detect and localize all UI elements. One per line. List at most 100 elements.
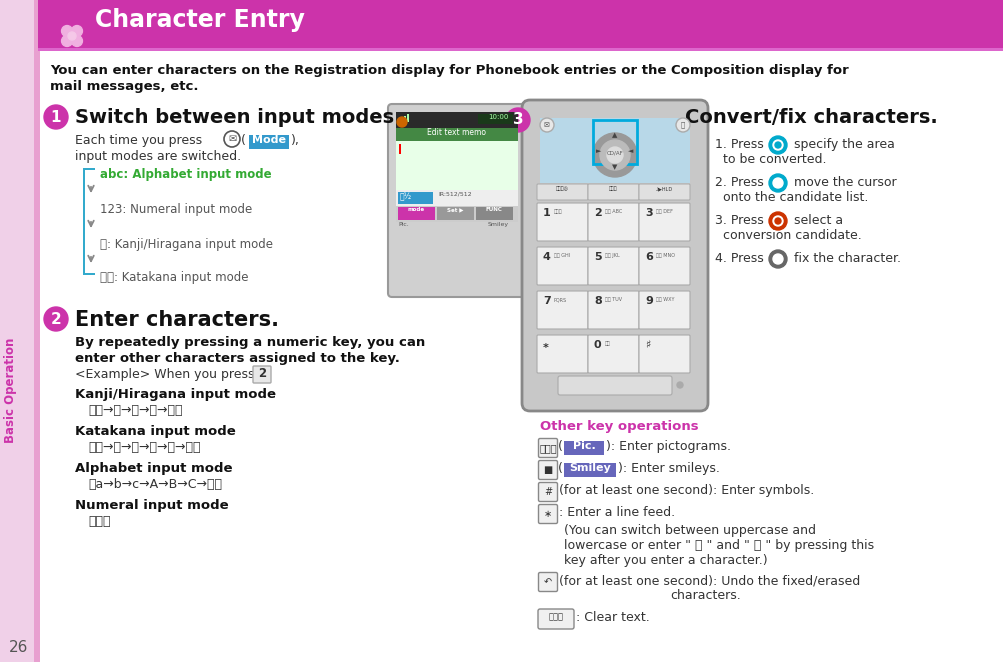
Text: (: (: [558, 462, 563, 475]
Circle shape: [44, 307, 68, 331]
Circle shape: [540, 118, 554, 132]
Bar: [400, 118, 402, 122]
Text: You can enter characters on the Registration display for Phonebook entries or th: You can enter characters on the Registra…: [50, 64, 848, 77]
FancyBboxPatch shape: [538, 609, 574, 629]
Text: 漢: Kanji/Hiragana input mode: 漢: Kanji/Hiragana input mode: [100, 238, 273, 251]
Text: CD/AF: CD/AF: [606, 150, 623, 156]
Text: ■: ■: [543, 465, 552, 475]
Bar: [397, 192, 432, 204]
Circle shape: [61, 36, 72, 46]
Text: 1: 1: [543, 208, 551, 218]
Text: ►: ►: [596, 148, 601, 154]
Bar: [398, 144, 400, 154]
Text: (: (: [558, 440, 563, 453]
Text: fix the character.: fix the character.: [789, 252, 900, 265]
Text: Kanji/Hiragana input mode: Kanji/Hiragana input mode: [75, 388, 276, 401]
Bar: [436, 207, 473, 220]
FancyBboxPatch shape: [538, 573, 557, 592]
Circle shape: [71, 26, 82, 36]
Text: 3. Press: 3. Press: [714, 214, 767, 227]
Text: 📷: 📷: [680, 122, 684, 128]
Bar: [475, 207, 513, 220]
FancyBboxPatch shape: [537, 247, 588, 285]
Text: 2. Press: 2. Press: [714, 176, 767, 189]
Circle shape: [774, 218, 780, 224]
Text: to be converted.: to be converted.: [722, 153, 825, 166]
Circle shape: [772, 140, 782, 150]
FancyBboxPatch shape: [588, 291, 638, 329]
Text: 9: 9: [644, 296, 652, 306]
Bar: [34, 0, 40, 662]
Text: 「a→b→c→A→B→C→２」: 「a→b→c→A→B→C→２」: [88, 478, 222, 491]
Text: (: (: [241, 134, 246, 147]
Circle shape: [768, 174, 786, 192]
Text: mail messages, etc.: mail messages, etc.: [50, 80, 199, 93]
Text: <Example> When you press: <Example> When you press: [75, 368, 258, 381]
FancyBboxPatch shape: [638, 291, 689, 329]
Text: わワ WXY: わワ WXY: [655, 297, 674, 302]
Text: 2: 2: [258, 367, 266, 380]
Text: 123: Numeral input mode: 123: Numeral input mode: [100, 203, 252, 216]
Text: ): Enter pictograms.: ): Enter pictograms.: [606, 440, 730, 453]
Text: ): Enter smileys.: ): Enter smileys.: [618, 462, 719, 475]
FancyBboxPatch shape: [638, 203, 689, 241]
Circle shape: [675, 118, 689, 132]
Text: conversion candidate.: conversion candidate.: [722, 229, 861, 242]
Bar: [403, 116, 405, 122]
FancyBboxPatch shape: [537, 203, 588, 241]
Text: Mode: Mode: [252, 135, 286, 145]
Circle shape: [774, 142, 780, 148]
Text: メニュ: メニュ: [539, 443, 557, 453]
Text: 5: 5: [594, 252, 601, 262]
Text: mode: mode: [407, 207, 424, 212]
Text: ✉: ✉: [544, 122, 550, 128]
Text: Convert/fix characters.: Convert/fix characters.: [684, 108, 937, 127]
Text: あア一: あア一: [554, 209, 562, 214]
FancyBboxPatch shape: [538, 461, 557, 479]
Circle shape: [506, 108, 530, 132]
Circle shape: [44, 105, 68, 129]
Text: かカ ABC: かカ ABC: [605, 209, 622, 214]
Text: (for at least one second): Enter symbols.: (for at least one second): Enter symbols…: [559, 484, 813, 497]
FancyBboxPatch shape: [588, 203, 638, 241]
Text: ♯: ♯: [644, 340, 650, 350]
Text: select a: select a: [789, 214, 843, 227]
Bar: [395, 190, 518, 206]
Text: 0: 0: [594, 340, 601, 350]
Bar: [395, 206, 518, 222]
Circle shape: [676, 382, 682, 388]
Text: 2: 2: [50, 312, 61, 326]
Text: 1. Press: 1. Press: [714, 138, 767, 151]
Bar: [564, 463, 616, 477]
Text: カタ: Katakana input mode: カタ: Katakana input mode: [100, 271, 249, 284]
Text: 「か→き→く→け→こ」: 「か→き→く→け→こ」: [88, 404, 183, 417]
Text: : Enter a line feed.: : Enter a line feed.: [559, 506, 674, 519]
Text: はハ MNO: はハ MNO: [655, 253, 674, 258]
Bar: [477, 114, 513, 124]
FancyBboxPatch shape: [538, 438, 557, 457]
FancyBboxPatch shape: [253, 366, 271, 383]
FancyBboxPatch shape: [638, 335, 689, 373]
Text: By repeatedly pressing a numeric key, you can: By repeatedly pressing a numeric key, yo…: [75, 336, 425, 349]
Circle shape: [396, 117, 406, 127]
Text: 「２」: 「２」: [88, 515, 110, 528]
Text: ∗: ∗: [544, 509, 552, 519]
Text: specify the area: specify the area: [789, 138, 894, 151]
FancyBboxPatch shape: [638, 184, 689, 200]
Text: ▼: ▼: [612, 164, 617, 170]
Bar: [564, 441, 604, 455]
Text: 8: 8: [594, 296, 601, 306]
Text: 4: 4: [543, 252, 551, 262]
Text: Smiley: Smiley: [569, 463, 610, 473]
Text: やヤ TUV: やヤ TUV: [605, 297, 622, 302]
Text: 1: 1: [51, 109, 61, 124]
Circle shape: [600, 140, 629, 170]
Text: Enter characters.: Enter characters.: [75, 310, 279, 330]
Text: 「カ→キ→ク→ケ→コ→２」: 「カ→キ→ク→ケ→コ→２」: [88, 441, 201, 454]
Text: 2: 2: [594, 208, 601, 218]
Text: Alphabet input mode: Alphabet input mode: [75, 462, 233, 475]
Bar: [395, 128, 518, 141]
FancyBboxPatch shape: [537, 291, 588, 329]
Text: Character Entry: Character Entry: [95, 8, 305, 32]
Circle shape: [593, 133, 636, 177]
